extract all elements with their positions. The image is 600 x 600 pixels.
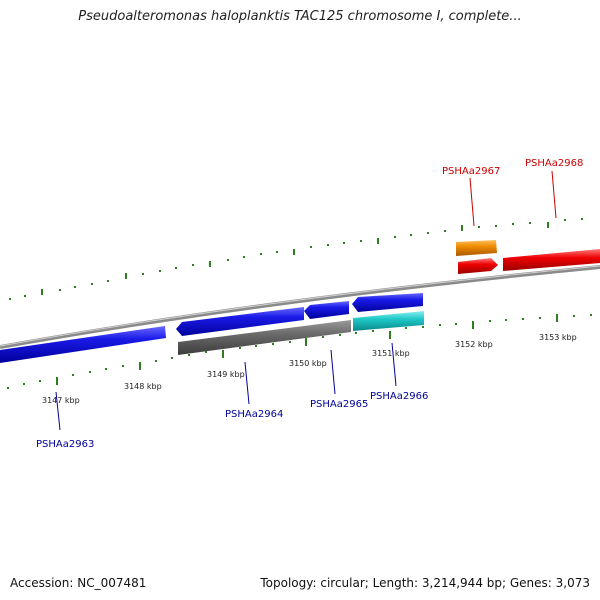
accession-text: Accession: NC_007481: [10, 576, 147, 590]
kbp-label-3152: 3152 kbp: [455, 340, 493, 349]
leader-PSHAa2964: [244, 361, 250, 405]
gene-label-PSHAa2968[interactable]: PSHAa2968: [525, 158, 583, 169]
gene-PSHAa2967[interactable]: [456, 240, 497, 256]
topology-text: Topology: circular; Length: 3,214,944 bp…: [260, 576, 590, 590]
forward-tick-track: [9, 218, 583, 300]
gene-label-PSHAa2965[interactable]: PSHAa2965: [310, 399, 368, 410]
kbp-label-3148: 3148 kbp: [124, 382, 162, 391]
kbp-label-3147: 3147 kbp: [42, 396, 80, 405]
kbp-label-3153: 3153 kbp: [539, 333, 577, 342]
kbp-label-3149: 3149 kbp: [207, 370, 245, 379]
gene-PSHAa2965[interactable]: [304, 301, 349, 319]
gene-label-PSHAa2964[interactable]: PSHAa2964: [225, 409, 283, 420]
gene-PSHAa2966[interactable]: [353, 311, 424, 331]
gene-PSHAa2966-upper[interactable]: [352, 293, 423, 312]
gene-PSHAa2963[interactable]: [0, 326, 166, 363]
gene-label-PSHAa2967[interactable]: PSHAa2967: [442, 166, 500, 177]
kbp-label-3150: 3150 kbp: [289, 359, 327, 368]
genome-backbone: [0, 265, 600, 349]
leader-PSHAa2966: [391, 342, 397, 387]
gene-PSHAa2964[interactable]: [176, 307, 304, 336]
gene-label-PSHAa2966[interactable]: PSHAa2966: [370, 391, 428, 402]
leader-PSHAa2965: [330, 349, 336, 395]
leader-PSHAa2963: [55, 391, 61, 431]
gene-label-PSHAa2963[interactable]: PSHAa2963: [36, 439, 94, 450]
leader-PSHAa2967: [469, 177, 475, 227]
kbp-label-3151: 3151 kbp: [372, 349, 410, 358]
leader-PSHAa2968: [551, 170, 557, 219]
gene-PSHAa2968[interactable]: [503, 249, 600, 271]
gene-gray[interactable]: [178, 320, 351, 355]
reverse-tick-track: [7, 314, 592, 389]
map-title: Pseudoalteromonas haloplanktis TAC125 ch…: [78, 9, 522, 24]
gene-red-small[interactable]: [458, 258, 498, 274]
